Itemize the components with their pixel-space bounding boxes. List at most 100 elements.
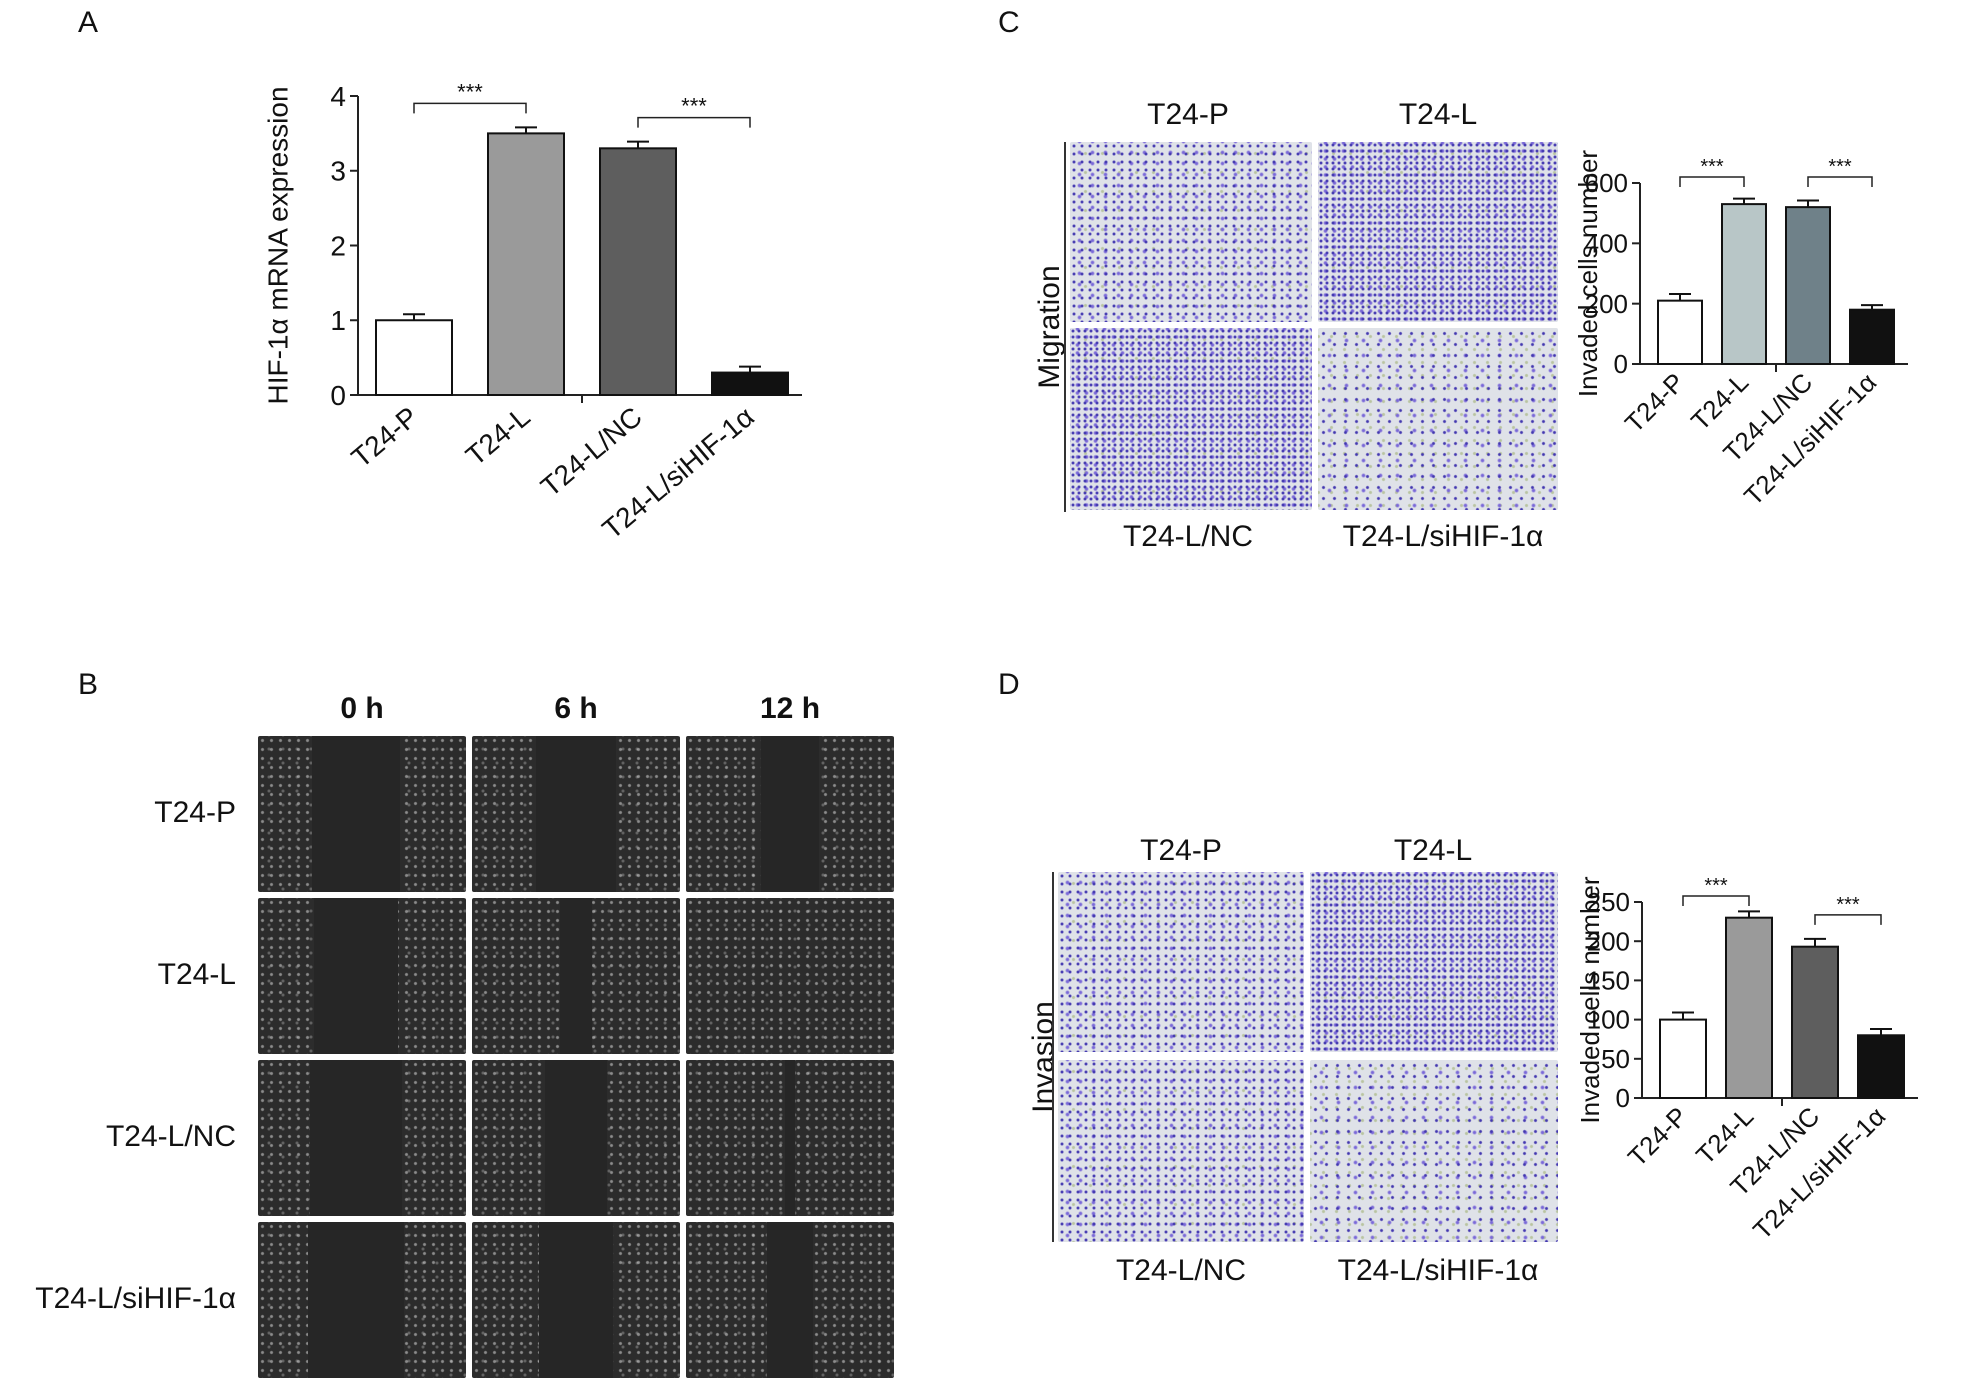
bar	[1849, 308, 1895, 365]
significance-bracket	[413, 102, 527, 114]
panel-c-image-t24-l-sihif	[1318, 328, 1558, 510]
wound-healing-image	[472, 736, 680, 892]
wound-healing-image	[258, 1222, 466, 1378]
x-tick-label: T24-P	[1619, 367, 1690, 438]
bar	[1785, 206, 1831, 365]
y-tick-label: 2	[330, 230, 346, 261]
wound-gap	[767, 1222, 813, 1378]
bar	[599, 147, 677, 396]
significance-label: ***	[1700, 156, 1724, 178]
significance-label: ***	[1828, 156, 1852, 178]
y-tick-label: 200	[1587, 926, 1630, 956]
bar	[1721, 203, 1767, 365]
bar	[1725, 916, 1773, 1100]
significance-bracket	[1814, 914, 1882, 925]
wound-gap	[308, 1222, 404, 1378]
y-tick-label: 200	[1585, 289, 1628, 319]
panel-d-image-t24-l-nc	[1058, 1060, 1304, 1242]
panel-c-side-line	[1064, 142, 1066, 512]
significance-bracket	[1679, 176, 1745, 187]
y-tick-label: 0	[1616, 1083, 1630, 1113]
y-tick-label: 250	[1587, 887, 1630, 917]
significance-label: ***	[457, 79, 483, 104]
significance-bracket	[1807, 176, 1873, 187]
wound-healing-image	[258, 898, 466, 1054]
panel-d-col-label-2: T24-L	[1393, 834, 1473, 867]
panel-d-side-line	[1052, 872, 1054, 1242]
panel-d-image-t24-l	[1310, 872, 1558, 1052]
bar	[487, 132, 565, 396]
y-axis-label: HIF-1α mRNA expression	[262, 86, 293, 404]
y-tick-label: 4	[330, 81, 346, 112]
panel-c-letter: C	[998, 6, 1020, 39]
panel-b-column-header: 0 h	[340, 692, 384, 725]
wound-healing-image	[472, 1060, 680, 1216]
y-tick-label: 100	[1587, 1005, 1630, 1035]
y-axis-label: Invaded cells number	[1575, 876, 1605, 1123]
wound-healing-image	[258, 1060, 466, 1216]
panel-c-row-label-1: T24-L/NC	[1122, 520, 1254, 553]
wound-healing-image	[258, 736, 466, 892]
panel-d-image-t24-l-sihif	[1310, 1060, 1558, 1242]
panel-d-letter: D	[998, 668, 1020, 701]
y-tick-label: 400	[1585, 228, 1628, 258]
panel-b-letter: B	[78, 668, 99, 701]
y-tick-label: 3	[330, 156, 346, 187]
panel-c-side-label: Migration	[1033, 265, 1066, 389]
panel-c-image-t24-l	[1318, 142, 1558, 322]
panel-d-row-label-1: T24-L/NC	[1115, 1254, 1247, 1287]
significance-bracket	[637, 116, 751, 128]
panel-c-row-label-2: T24-L/siHIF-1α	[1342, 520, 1544, 553]
panel-c-image-t24-p	[1070, 142, 1312, 322]
wound-gap	[310, 1060, 402, 1216]
wound-healing-image	[472, 898, 680, 1054]
panel-d-side-label: Invasion	[1027, 1001, 1060, 1113]
wound-gap	[544, 1060, 608, 1216]
y-tick-label: 0	[330, 380, 346, 411]
significance-bracket	[1682, 895, 1750, 906]
wound-healing-image	[686, 1222, 894, 1378]
wound-healing-image	[686, 1060, 894, 1216]
panel-b-row-label: T24-L/siHIF-1α	[35, 1282, 236, 1315]
x-tick-label: T24-L	[460, 401, 536, 472]
panel-b-row-label: T24-L/NC	[105, 1120, 236, 1153]
bar	[1659, 1018, 1707, 1100]
y-tick-label: 0	[1614, 349, 1628, 379]
panel-c-image-t24-l-nc	[1070, 328, 1312, 510]
panel-c-col-label-2: T24-L	[1398, 98, 1478, 131]
wound-gap	[760, 736, 820, 892]
panel-a-letter: A	[78, 6, 99, 39]
y-tick-label: 150	[1587, 966, 1630, 996]
panel-b-column-header: 6 h	[554, 692, 598, 725]
significance-label: ***	[1836, 894, 1860, 916]
panel-c-col-label-1: T24-P	[1147, 98, 1229, 131]
panel-b-row-label: T24-L	[157, 958, 236, 991]
bar	[1791, 945, 1839, 1099]
bar	[711, 371, 789, 397]
wound-healing-image	[472, 1222, 680, 1378]
wound-gap	[312, 736, 400, 892]
significance-label: ***	[1704, 875, 1728, 897]
significance-label: ***	[681, 94, 707, 119]
chart-a: 0 1 2 3 4 HIF-1α mRNA expression T24-P T24-L T24…	[262, 79, 802, 545]
panel-d-col-label-1: T24-P	[1140, 834, 1222, 867]
y-axis-label: Invaded cells number	[1573, 150, 1603, 397]
wound-gap	[784, 1060, 796, 1216]
panel-d-image-t24-p	[1058, 872, 1304, 1052]
x-tick-label: T24-L/NC	[535, 401, 648, 503]
wound-gap	[536, 736, 616, 892]
bar	[1857, 1034, 1905, 1099]
wound-healing-image	[686, 898, 894, 1054]
panel-b-row-label: T24-P	[154, 796, 236, 829]
bar	[1657, 299, 1703, 365]
bar	[375, 319, 453, 396]
x-tick-label: T24-P	[346, 401, 424, 474]
y-tick-label: 600	[1585, 168, 1628, 198]
x-tick-label: T24-P	[1622, 1101, 1693, 1172]
panel-d-row-label-2: T24-L/siHIF-1α	[1337, 1254, 1539, 1287]
wound-gap	[560, 898, 592, 1054]
panel-b-column-header: 12 h	[759, 692, 821, 725]
wound-gap	[538, 1222, 614, 1378]
